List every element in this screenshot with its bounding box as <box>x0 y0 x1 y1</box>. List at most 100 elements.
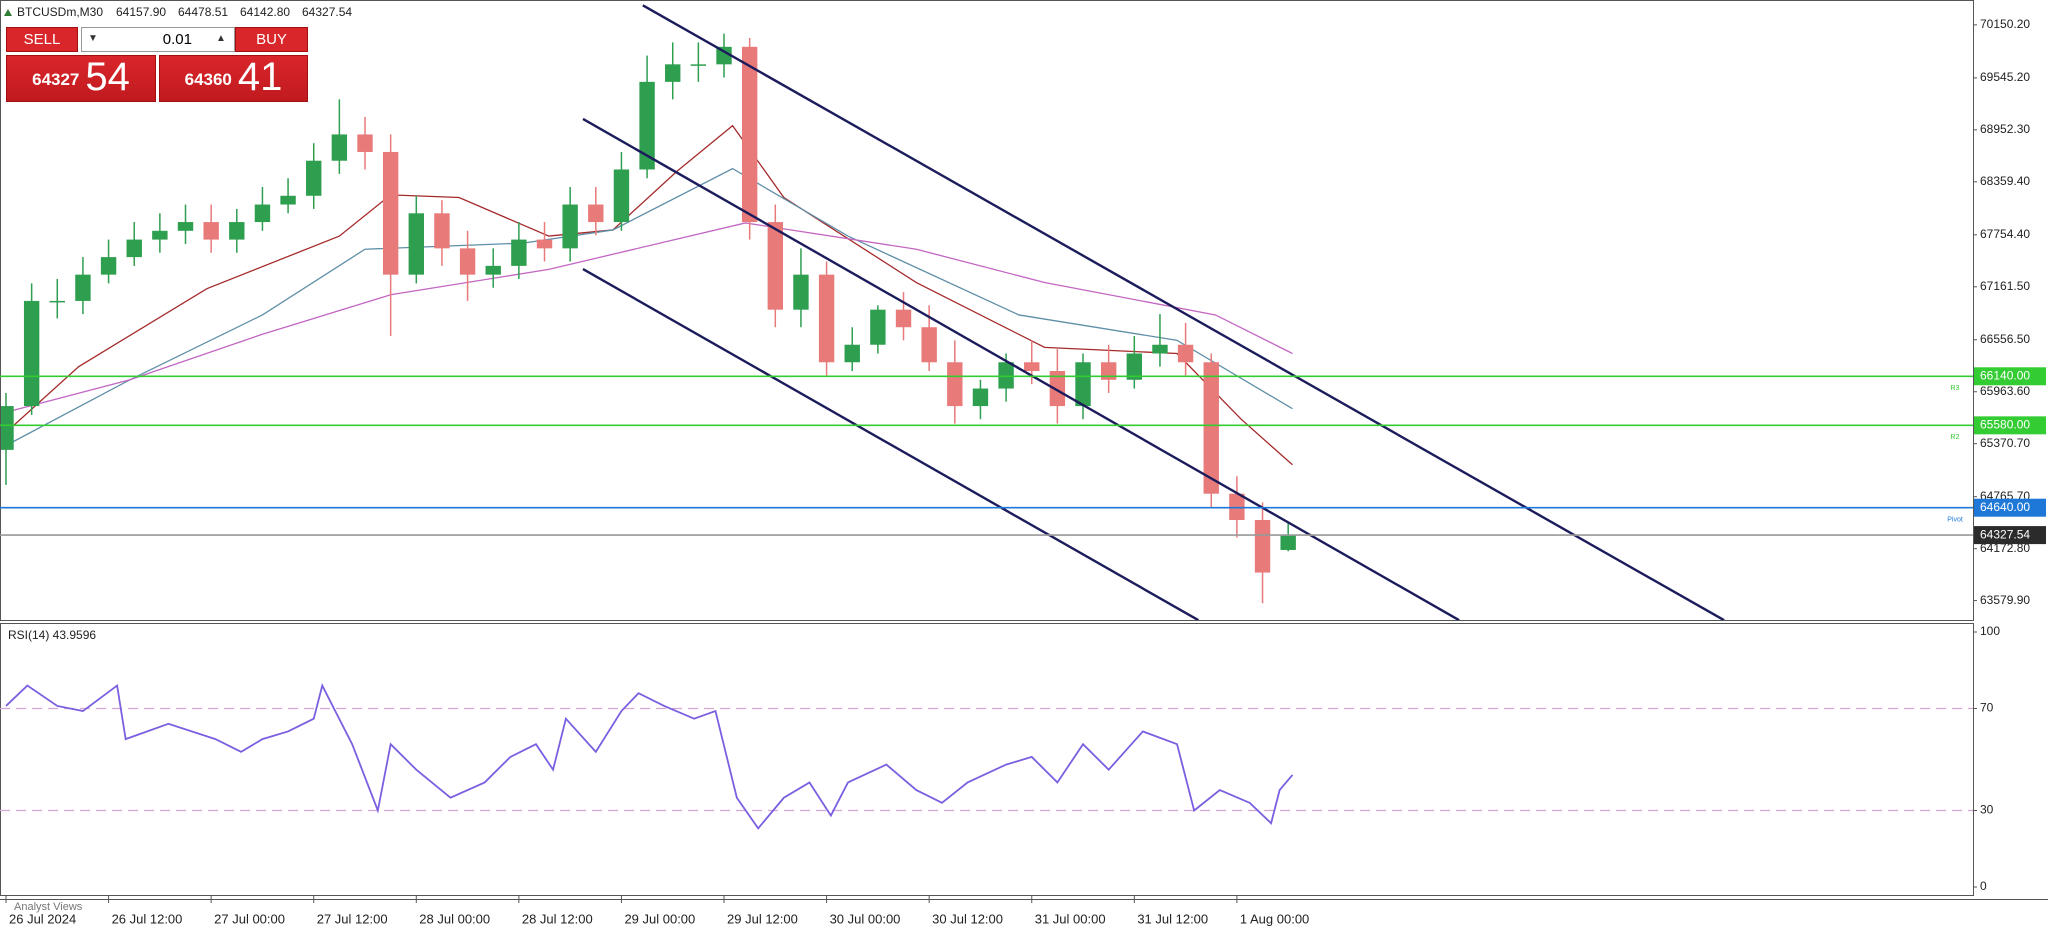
level-tag <box>1974 416 2046 435</box>
candle-body <box>1024 362 1040 372</box>
candle-body <box>459 248 476 275</box>
footer-tab[interactable]: Analyst Views <box>14 901 83 913</box>
candle-body <box>1203 362 1219 494</box>
x-tick-label: 30 Jul 00:00 <box>830 911 901 926</box>
rsi-line <box>5 683 1294 830</box>
y-tick-label: 66556.50 <box>1980 332 2030 346</box>
candle-body <box>75 274 91 301</box>
channel-line <box>582 267 1200 620</box>
candle-body <box>177 222 194 231</box>
candle-body <box>126 239 142 258</box>
candle-body <box>767 222 783 310</box>
y-tick-label: 69545.20 <box>1980 70 2030 84</box>
plot-area <box>1 4 1725 620</box>
x-tick-label: 27 Jul 00:00 <box>214 911 285 926</box>
channel-line <box>642 4 1725 620</box>
candle-body <box>49 300 65 303</box>
level-label: 64327.54 <box>1980 527 2030 541</box>
candle-body <box>485 265 501 275</box>
candle-body <box>741 46 758 223</box>
x-tick-label: 28 Jul 00:00 <box>419 911 490 926</box>
sell-price[interactable]: 64327 54 <box>6 55 156 102</box>
y-tick-label: 65370.70 <box>1980 436 2030 450</box>
sell-price-big: 54 <box>85 55 130 99</box>
x-tick-label: 29 Jul 00:00 <box>624 911 695 926</box>
candle-body <box>562 204 578 249</box>
candle-body <box>152 230 168 240</box>
y-tick-label: 68952.30 <box>1980 122 2030 136</box>
volume-up[interactable]: ▲ <box>216 33 226 44</box>
candle-body <box>1126 353 1143 380</box>
x-tick-label: 26 Jul 12:00 <box>112 911 183 926</box>
rsi-title: RSI(14) 43.9596 <box>8 628 96 642</box>
symbol-title: BTCUSDm,M30 <box>17 5 103 19</box>
candle-body <box>1049 371 1066 407</box>
candle-body <box>921 327 937 363</box>
x-tick-label: 29 Jul 12:00 <box>727 911 798 926</box>
volume-input[interactable]: 0.01 <box>81 27 235 52</box>
sell-price-main: 64327 <box>32 70 80 89</box>
volume-down[interactable]: ▼ <box>88 33 98 44</box>
level-label: 64640.00 <box>1980 500 2030 514</box>
candle-body <box>1 406 14 450</box>
buy-price[interactable]: 64360 41 <box>159 55 308 102</box>
level-name: R3 <box>1951 385 1960 392</box>
candle-body <box>1280 535 1296 550</box>
x-tick-label: 27 Jul 12:00 <box>317 911 388 926</box>
y-tick-label: 100 <box>1980 624 2000 638</box>
sell-button[interactable]: SELL <box>6 27 78 52</box>
candle-body <box>947 362 963 407</box>
candle-body <box>382 151 399 275</box>
candle-body <box>972 388 989 407</box>
candle-body <box>23 300 40 407</box>
candle-body <box>1254 519 1271 573</box>
ohlc-high: 64478.51 <box>178 5 228 19</box>
candle-body <box>434 213 450 249</box>
candle-body <box>536 239 553 249</box>
level-tag <box>1974 498 2046 517</box>
moving-average <box>5 222 1293 413</box>
candle-body <box>793 274 809 310</box>
candle-body <box>613 169 630 223</box>
y-tick-label: 64172.80 <box>1980 541 2030 555</box>
level-tag <box>1974 526 2046 545</box>
candle-body <box>844 344 860 363</box>
level-name: R2 <box>1951 434 1960 441</box>
y-tick-label: 63579.90 <box>1980 593 2030 607</box>
y-tick-label: 67161.50 <box>1980 279 2030 293</box>
candle-body <box>357 134 373 152</box>
candle-body <box>818 274 835 363</box>
candle-body <box>665 64 681 82</box>
ohlc-low: 64142.80 <box>240 5 290 19</box>
candle-body <box>690 64 707 66</box>
moving-average <box>5 124 1293 466</box>
y-tick-label: 0 <box>1980 879 1987 893</box>
candle-body <box>998 362 1014 389</box>
main-panel-border <box>0 0 1974 621</box>
level-name: Pivot <box>1947 517 1963 524</box>
buy-button[interactable]: BUY <box>235 27 308 52</box>
y-tick-label: 67754.40 <box>1980 227 2030 241</box>
candle-body <box>331 134 348 161</box>
candle-body <box>254 204 271 223</box>
rsi-panel-border <box>0 623 1974 896</box>
ohlc-open: 64157.90 <box>116 5 166 19</box>
y-tick-label: 30 <box>1980 803 1994 817</box>
x-tick-label: 30 Jul 12:00 <box>932 911 1003 926</box>
level-tag <box>1974 367 2046 386</box>
candle-body <box>280 195 296 205</box>
candle-body <box>1100 362 1117 380</box>
y-tick-label: 70 <box>1980 701 1994 715</box>
y-tick-label: 70150.20 <box>1980 17 2030 31</box>
candle-body <box>870 309 886 345</box>
candle-body <box>306 160 322 196</box>
x-tick-label: 26 Jul 2024 <box>9 911 76 926</box>
x-tick-label: 1 Aug 00:00 <box>1240 911 1309 926</box>
candle-body <box>588 204 604 223</box>
candle-body <box>408 213 424 275</box>
x-tick-label: 28 Jul 12:00 <box>522 911 593 926</box>
candle-body <box>203 222 219 240</box>
candle-body <box>1229 493 1245 520</box>
